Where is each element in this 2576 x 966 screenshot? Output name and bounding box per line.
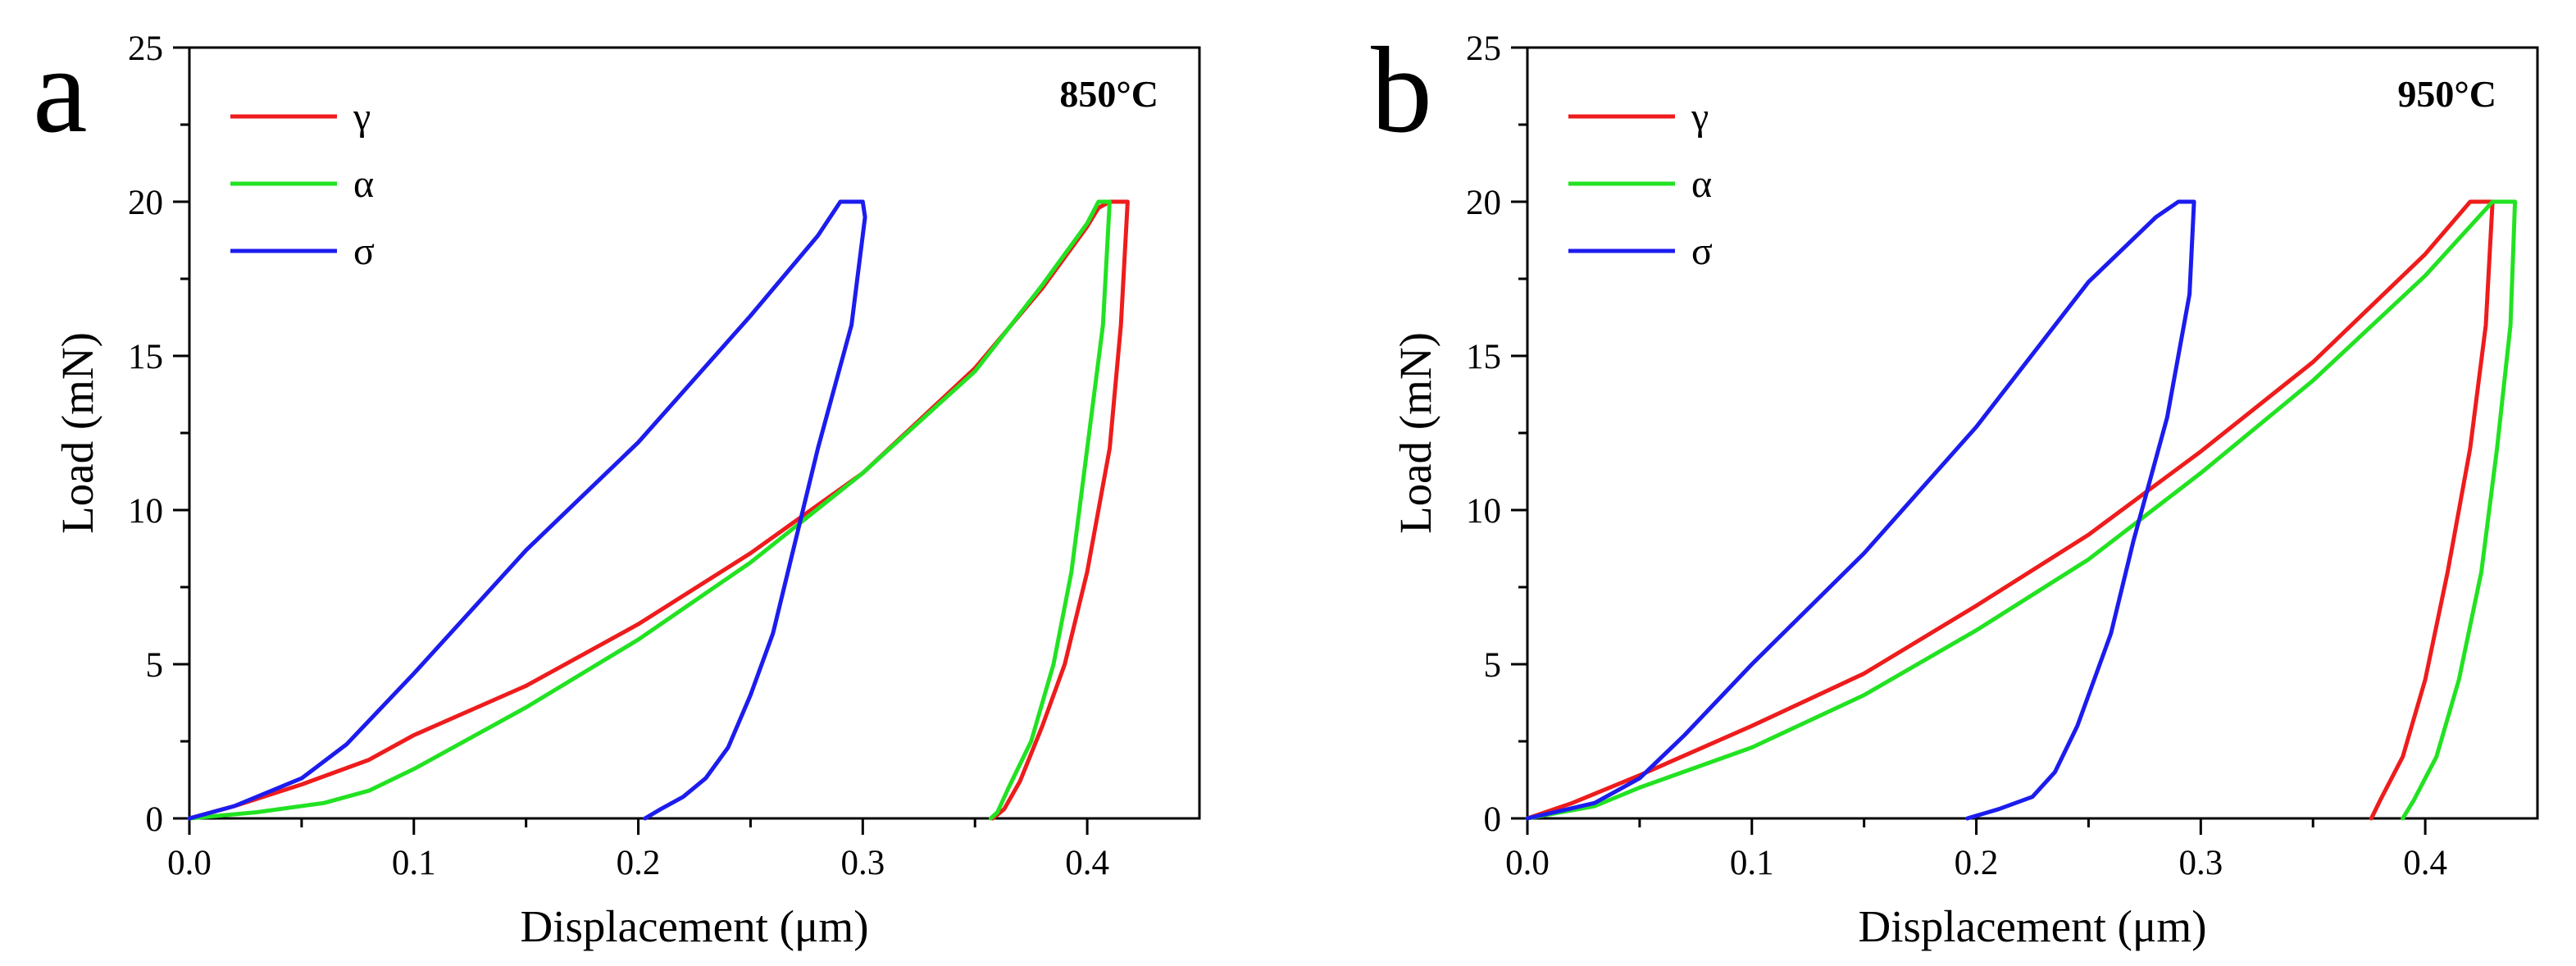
y-tick-label: 25: [1466, 30, 1501, 68]
x-tick-label: 0.2: [617, 844, 661, 882]
y-tick-label: 25: [128, 30, 163, 68]
plot-frame: [1526, 46, 2539, 820]
x-tick-label: 0.0: [1505, 844, 1550, 882]
y-tick-label: 20: [1466, 184, 1501, 222]
plot-frame: [188, 46, 1201, 820]
x-axis-title: Displacement (μm): [520, 901, 868, 951]
series-line-0: [1525, 199, 2495, 821]
y-tick-label: 10: [1466, 492, 1501, 531]
series-line-1: [1525, 199, 2518, 821]
y-tick-label: 0: [1484, 800, 1502, 839]
x-tick-label: 0.4: [1065, 844, 1109, 882]
x-tick-label: 0.4: [2403, 844, 2447, 882]
x-tick-label: 0.1: [392, 844, 436, 882]
y-axis-title: Load (mN): [1390, 332, 1440, 534]
panel-b: b 0.0 0.1 0.2 0.3 0.4 0 5 10 15 20 25 Displacement (…: [1371, 22, 2539, 951]
panel-letter: a: [33, 22, 88, 158]
y-tick-label: 15: [128, 338, 163, 376]
series-line-1: [187, 199, 1112, 821]
series-line-0: [187, 199, 1130, 821]
legend-label: σ: [1691, 230, 1713, 273]
temperature-label: 850°C: [1059, 73, 1158, 115]
y-tick-label: 20: [128, 184, 163, 222]
series-line-2: [1525, 199, 2196, 821]
legend-label: γ: [353, 95, 371, 139]
y-axis-title: Load (mN): [52, 332, 102, 534]
panel-letter: b: [1371, 22, 1432, 158]
x-axis-title: Displacement (μm): [1858, 901, 2206, 951]
panel-a: a 0.0 0.1 0.2 0.3 0.4 0 5 10 15 20 25 Displacement (…: [33, 22, 1201, 951]
y-tick-label: 5: [1484, 646, 1502, 685]
legend-label: σ: [353, 230, 375, 273]
y-tick-label: 10: [128, 492, 163, 531]
x-tick-label: 0.0: [167, 844, 212, 882]
y-tick-label: 5: [146, 646, 164, 685]
x-tick-label: 0.1: [1730, 844, 1774, 882]
y-tick-label: 0: [146, 800, 164, 839]
x-tick-label: 0.3: [2178, 844, 2223, 882]
legend-label: α: [353, 162, 374, 206]
legend-label: γ: [1691, 95, 1709, 139]
y-tick-label: 15: [1466, 338, 1501, 376]
legend-label: α: [1691, 162, 1712, 206]
series-line-2: [187, 199, 867, 821]
x-tick-label: 0.2: [1955, 844, 1999, 882]
temperature-label: 950°C: [2397, 73, 2496, 115]
x-tick-label: 0.3: [840, 844, 885, 882]
